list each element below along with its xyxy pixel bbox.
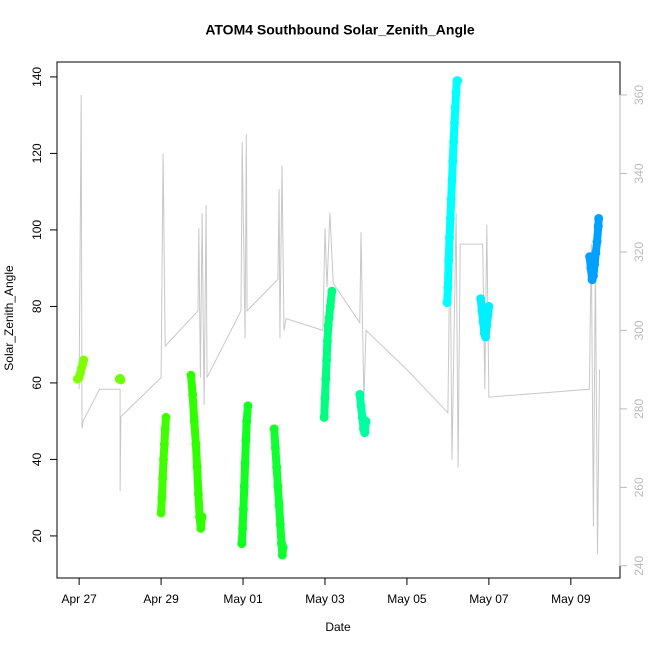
y-tick-label: 60	[30, 376, 44, 390]
y2-tick-label: 300	[632, 320, 646, 340]
point-trail	[115, 374, 125, 384]
y2-tick-label: 320	[632, 242, 646, 262]
point-trail	[355, 390, 370, 437]
point-trail	[157, 413, 170, 517]
point-trail	[187, 371, 207, 533]
x-tick-label: May 07	[469, 592, 509, 606]
point-trail	[237, 401, 252, 548]
y-tick-label: 100	[30, 220, 44, 240]
x-tick-label: May 05	[387, 592, 427, 606]
y2-tick-label: 280	[632, 399, 646, 419]
point-trail	[270, 424, 288, 559]
x-axis-title: Date	[325, 620, 351, 634]
y2-tick-label: 240	[632, 556, 646, 576]
plot-area	[72, 76, 604, 560]
y-tick-label: 140	[30, 67, 44, 87]
point-trail	[73, 356, 88, 384]
x-tick-label: May 09	[551, 592, 591, 606]
point-trail	[443, 76, 462, 307]
point-trail	[476, 294, 493, 341]
gray-line	[78, 94, 600, 555]
y-tick-label: 120	[30, 143, 44, 163]
x-tick-label: May 03	[305, 592, 345, 606]
y-tick-label: 20	[30, 529, 44, 543]
y-tick-label: 40	[30, 452, 44, 466]
point-trail	[320, 287, 336, 422]
x-tick-label: Apr 27	[61, 592, 97, 606]
x-tick-label: May 01	[223, 592, 263, 606]
y-axis-title: Solar_Zenith_Angle	[2, 265, 16, 371]
y2-tick-label: 360	[632, 85, 646, 105]
chart-title: ATOM4 Southbound Solar_Zenith_Angle	[205, 22, 475, 38]
y2-tick-label: 340	[632, 163, 646, 183]
point-trail	[585, 214, 603, 284]
y-tick-label: 80	[30, 299, 44, 313]
y2-tick-label: 260	[632, 477, 646, 497]
x-tick-label: Apr 29	[143, 592, 179, 606]
